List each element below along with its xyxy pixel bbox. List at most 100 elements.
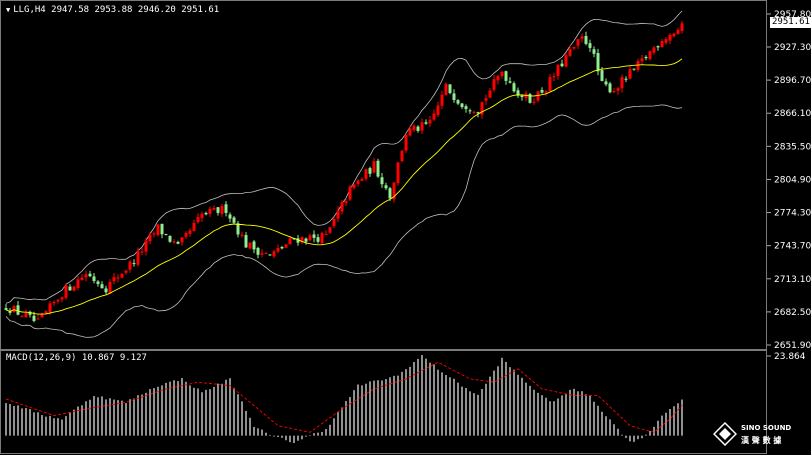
candle xyxy=(596,48,600,76)
candle xyxy=(52,300,56,306)
candle xyxy=(128,260,132,273)
candle xyxy=(264,252,268,254)
candle xyxy=(384,182,388,191)
candle xyxy=(512,81,516,93)
candle xyxy=(88,270,92,278)
candle xyxy=(556,64,560,80)
candle xyxy=(260,249,264,258)
candle xyxy=(112,273,116,285)
candle xyxy=(320,231,324,246)
candle xyxy=(328,226,332,235)
price-tick-label: 2682.50 xyxy=(774,308,811,318)
candle xyxy=(624,76,628,83)
candle xyxy=(324,230,328,236)
candle xyxy=(56,299,60,304)
candle xyxy=(496,74,500,85)
diamond-logo-icon xyxy=(713,422,737,446)
candle xyxy=(224,201,228,217)
price-tick-label: 2927.30 xyxy=(774,43,811,53)
macd-signal-value: 9.127 xyxy=(119,353,147,363)
candle xyxy=(284,244,288,248)
candle xyxy=(628,65,632,80)
candle xyxy=(644,55,648,61)
candle xyxy=(608,81,612,94)
candle xyxy=(508,77,512,84)
candle xyxy=(464,104,468,113)
candle xyxy=(660,38,664,48)
candle xyxy=(524,90,528,102)
candle xyxy=(568,45,572,57)
candle xyxy=(516,87,520,98)
candle xyxy=(580,33,584,43)
candle xyxy=(680,20,684,34)
candle xyxy=(28,310,32,318)
candle xyxy=(300,236,304,245)
symbol-header: ▼ LLG,H4 2947.58 2953.88 2946.20 2951.61 xyxy=(6,5,219,15)
price-tick-label: 2743.70 xyxy=(774,242,811,252)
candle xyxy=(400,149,404,163)
candle xyxy=(640,54,644,65)
candle xyxy=(340,200,344,215)
candle xyxy=(148,231,152,245)
candle xyxy=(256,246,260,259)
sino-sound-logo: SINO SOUND 漢 聲 數 據 xyxy=(711,416,807,452)
candle xyxy=(272,249,276,259)
candle xyxy=(4,303,8,311)
candle xyxy=(208,206,212,217)
candle xyxy=(144,237,148,256)
candle xyxy=(68,284,72,291)
candle xyxy=(316,234,320,244)
candle xyxy=(220,203,224,217)
candle xyxy=(548,73,552,93)
candle xyxy=(92,273,96,284)
band-lines xyxy=(5,10,683,338)
candle xyxy=(480,101,484,119)
candle xyxy=(612,88,616,94)
candle xyxy=(520,94,524,101)
candle xyxy=(180,237,184,246)
candle xyxy=(240,231,244,238)
candle xyxy=(120,273,124,279)
candle xyxy=(252,239,256,254)
low-value: 2946.20 xyxy=(137,5,176,15)
price-tick-label: 2835.50 xyxy=(774,142,811,152)
macd-tick-label: 23.864 xyxy=(774,352,806,362)
price-tick-label: 2866.10 xyxy=(774,109,811,119)
dropdown-triangle-icon[interactable]: ▼ xyxy=(6,6,11,14)
candle xyxy=(132,259,136,267)
logo-line-2: 漢 聲 數 據 xyxy=(741,436,782,445)
candle xyxy=(12,304,16,313)
candle xyxy=(388,186,392,201)
price-tick-label: 2651.90 xyxy=(774,341,811,351)
candle xyxy=(448,84,452,95)
candle xyxy=(248,242,252,250)
candle xyxy=(268,254,272,256)
candle xyxy=(84,270,88,282)
upper-band-line xyxy=(5,10,683,304)
candle xyxy=(584,31,588,46)
candle xyxy=(408,125,412,137)
candle xyxy=(216,206,220,216)
symbol-label: LLG,H4 xyxy=(13,5,46,15)
candle xyxy=(536,90,540,103)
candle xyxy=(404,134,408,153)
candle xyxy=(228,212,232,223)
candle xyxy=(500,70,504,79)
candle xyxy=(588,39,592,52)
high-value: 2953.88 xyxy=(94,5,133,15)
candle xyxy=(236,220,240,238)
candle xyxy=(592,46,596,58)
candle xyxy=(344,198,348,207)
candle xyxy=(20,315,24,318)
candle xyxy=(152,231,156,238)
candle xyxy=(560,59,564,68)
candle xyxy=(432,109,436,122)
candle xyxy=(40,312,44,318)
candle xyxy=(348,185,352,201)
candle xyxy=(140,248,144,255)
candle xyxy=(576,39,580,49)
candle xyxy=(352,183,356,190)
candle xyxy=(276,244,280,254)
candle xyxy=(436,101,440,117)
